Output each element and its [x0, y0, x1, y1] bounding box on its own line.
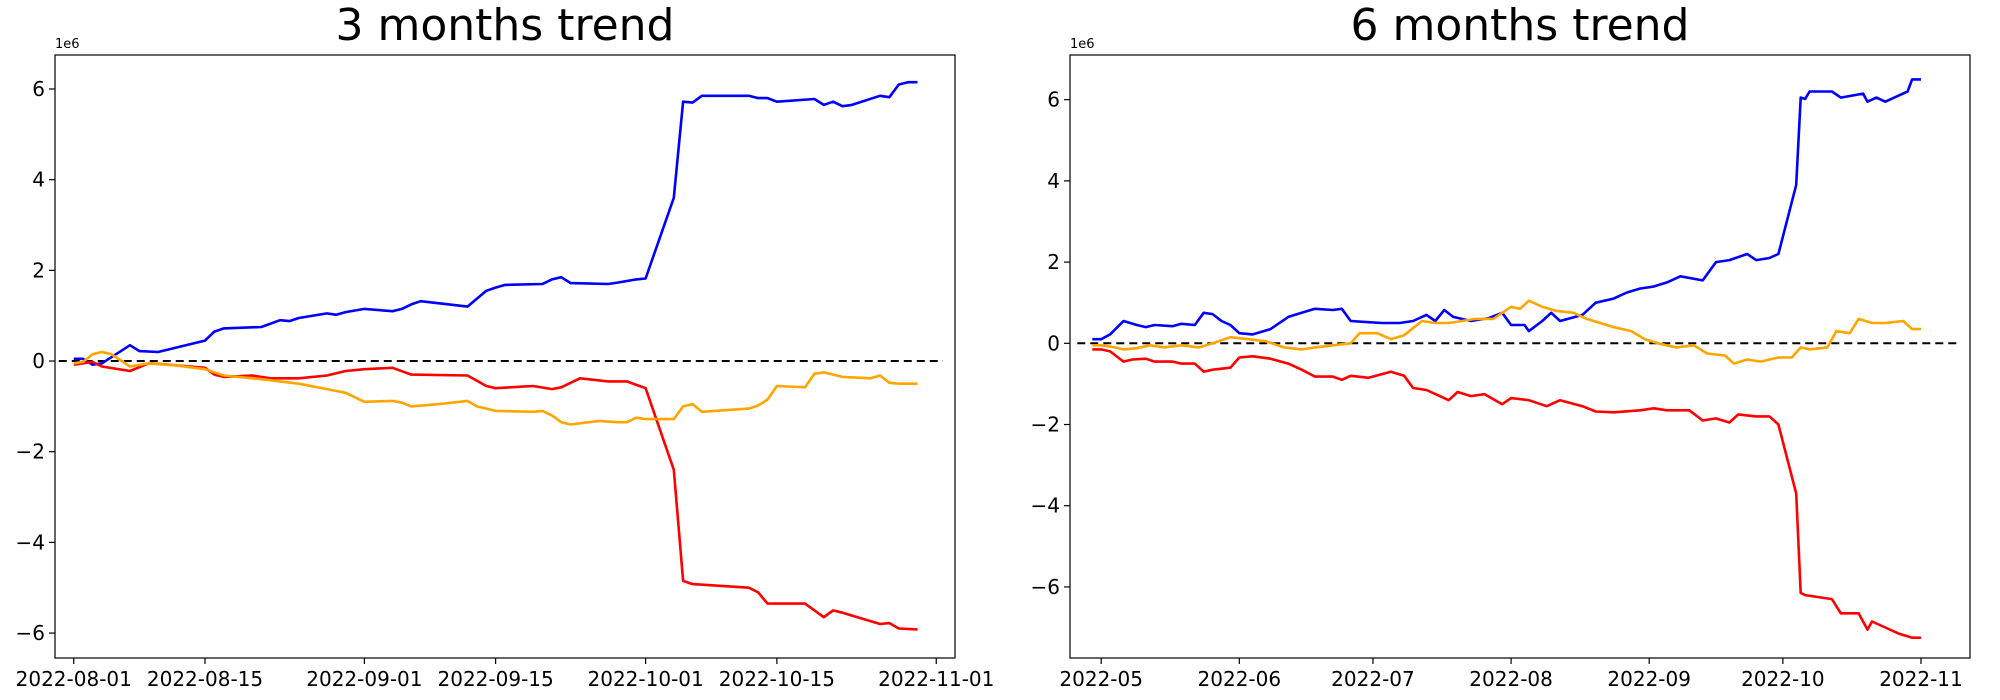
- y-tick-label: 0: [32, 349, 45, 373]
- chart-panel-3-months: 3 months trend 6 4 2 0 −2 −4 −6 2022-08-01 2022-…: [16, 0, 995, 691]
- y-tick-label: −2: [1031, 413, 1060, 437]
- chart-panel-6-months: 6 months trend 6 4 2 0 −2 −4 −6 2022-05 2022-06 2…: [1000, 0, 2000, 700]
- y-tick-label: 2: [1047, 250, 1060, 274]
- y-tick-label: 4: [1047, 169, 1060, 193]
- y-tick-label: 0: [1047, 331, 1060, 355]
- series-line-3: [1092, 299, 1921, 365]
- x-tick-label: 2022-07: [1331, 667, 1415, 691]
- chart-title: 6 months trend: [1350, 0, 1690, 51]
- y-tick-label: −6: [1031, 575, 1060, 599]
- plot-frame: [1069, 54, 1971, 659]
- x-tick-label: 2022-10-15: [719, 667, 835, 691]
- y-tick-label: 6: [1047, 88, 1060, 112]
- y-tick-label: −2: [16, 440, 45, 464]
- x-tick-label: 2022-10: [1741, 667, 1825, 691]
- line-chart-3-months: 6 4 2 0 −2 −4 −6 2022-08-01 2022-08-15 2022-09-01…: [16, 37, 995, 691]
- y-axis-offset-label: 1e6: [55, 37, 80, 52]
- series-line-3: [73, 350, 918, 426]
- x-tick-label: 2022-09-15: [438, 667, 554, 691]
- x-tick-label: 2022-08: [1469, 667, 1553, 691]
- series-line-2: [1092, 348, 1921, 640]
- y-tick-label: 4: [32, 168, 45, 192]
- series-line-1: [1092, 78, 1921, 341]
- x-tick-label: 2022-08-15: [147, 667, 263, 691]
- y-tick-label: 6: [32, 77, 45, 101]
- y-axis-offset-label: 1e6: [1070, 37, 1095, 52]
- y-tick-label: −4: [16, 530, 45, 554]
- x-tick-label: 2022-05: [1059, 667, 1143, 691]
- series-line-1: [73, 80, 918, 367]
- y-tick-label: −4: [1031, 494, 1060, 518]
- x-tick-label: 2022-11-01: [878, 667, 994, 691]
- line-chart-6-months: 6 4 2 0 −2 −4 −6 2022-05 2022-06 2022-07 2022-08 20…: [1031, 37, 1971, 691]
- y-tick-label: 2: [32, 258, 45, 282]
- x-tick-label: 2022-10-01: [588, 667, 704, 691]
- x-tick-label: 2022-09-01: [306, 667, 422, 691]
- y-tick-label: −6: [16, 621, 45, 645]
- series-line-2: [73, 360, 918, 631]
- x-tick-label: 2022-11: [1879, 667, 1963, 691]
- x-tick-label: 2022-09: [1607, 667, 1691, 691]
- x-tick-label: 2022-06: [1198, 667, 1282, 691]
- x-tick-label: 2022-08-01: [16, 667, 132, 691]
- plot-frame: [54, 54, 956, 659]
- chart-title: 3 months trend: [335, 0, 675, 51]
